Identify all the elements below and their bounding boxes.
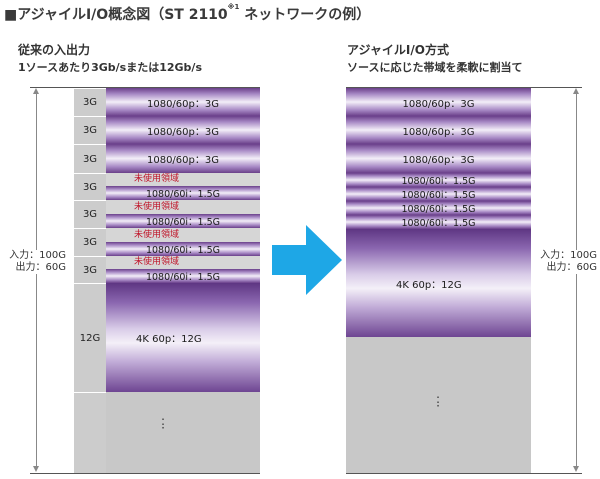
unused-area-label: 未使用領域: [106, 228, 260, 242]
left-dots-extra: ·: [161, 421, 165, 435]
right-band-area: 1080/60p：3G 1080/60p：3G 1080/60p：3G 1080…: [346, 88, 531, 473]
left-heading: 従来の入出力: [18, 43, 91, 57]
left-subheading: 1ソースあたり3Gb/sまたは12Gb/s: [18, 61, 203, 74]
left-band: 1080/60i：1.5G: [106, 242, 260, 256]
left-band: 1080/60i：1.5G: [106, 269, 260, 283]
title-main: ■アジャイルI/O概念図（ST 2110: [4, 7, 228, 23]
left-band-4k: 4K 60p：12G: [106, 283, 260, 392]
right-axis-line: [576, 94, 577, 466]
right-more-indicator: : ·: [433, 392, 443, 413]
slot-capacity: 3G: [74, 200, 106, 228]
left-top-line: [30, 87, 260, 88]
unused-area-label: 未使用領域: [106, 173, 260, 186]
unused-area-label: 未使用領域: [106, 200, 260, 214]
right-band: 1080/60i：1.5G: [346, 173, 531, 187]
right-io-labels: 入力：100G 出力：60G: [533, 250, 597, 274]
capacity-column: 3G 3G 3G 3G 3G 3G 3G 12G: [74, 88, 106, 473]
slot-capacity: 3G: [74, 144, 106, 173]
left-free-area: [106, 392, 260, 473]
slot-capacity: 3G: [74, 116, 106, 144]
left-band: 1080/60p：3G: [106, 144, 260, 173]
left-bottom-line: [30, 473, 260, 474]
arrow-shape: [272, 225, 342, 295]
right-band-4k: 4K 60p：12G: [346, 229, 531, 337]
slot-capacity: 3G: [74, 228, 106, 256]
right-input-label: 入力：100G: [540, 250, 597, 261]
right-dots-extra: ·: [436, 399, 440, 413]
slot-capacity: 3G: [74, 256, 106, 283]
right-output-label: 出力：60G: [546, 262, 597, 273]
left-band: 1080/60p：3G: [106, 116, 260, 144]
left-band: 1080/60i：1.5G: [106, 214, 260, 228]
left-more-indicator: : ·: [158, 414, 168, 435]
right-band: 1080/60i：1.5G: [346, 187, 531, 201]
left-band-area: 1080/60p：3G 1080/60p：3G 1080/60p：3G 未使用領…: [106, 88, 260, 473]
left-input-label: 入力：100G: [9, 250, 66, 261]
right-band: 1080/60p：3G: [346, 88, 531, 116]
left-output-label: 出力：60G: [15, 262, 66, 273]
left-arrow-down-icon: [33, 466, 39, 472]
left-band: 1080/60i：1.5G: [106, 186, 260, 200]
slot-capacity-empty: [74, 392, 106, 473]
right-subheading: ソースに応じた帯域を柔軟に割当て: [347, 61, 523, 74]
right-heading: アジャイルI/O方式: [347, 43, 449, 57]
right-band: 1080/60i：1.5G: [346, 201, 531, 215]
right-band: 1080/60p：3G: [346, 116, 531, 144]
right-band: 1080/60i：1.5G: [346, 215, 531, 229]
right-arrow-up-icon: [573, 88, 579, 94]
transition-arrow-icon: [272, 225, 342, 295]
right-band: 1080/60p：3G: [346, 144, 531, 173]
title-footnote-mark: ※1: [227, 3, 240, 11]
left-io-labels: 入力：100G 出力：60G: [0, 250, 66, 274]
right-bottom-line: [346, 473, 582, 474]
left-axis-line: [36, 94, 37, 466]
unused-area-label: 未使用領域: [106, 256, 260, 269]
right-arrow-down-icon: [573, 466, 579, 472]
right-dots-text: :: [435, 392, 441, 406]
left-arrow-up-icon: [33, 88, 39, 94]
diagram-title: ■アジャイルI/O概念図（ST 2110※1 ネットワークの例）: [4, 3, 371, 24]
right-top-line: [346, 87, 582, 88]
title-tail: ネットワークの例）: [239, 7, 371, 23]
slot-capacity: 12G: [74, 283, 106, 392]
slot-capacity: 3G: [74, 173, 106, 200]
left-band: 1080/60p：3G: [106, 88, 260, 116]
left-dots-text: :: [160, 414, 166, 428]
right-free-area: [346, 337, 531, 473]
slot-capacity: 3G: [74, 88, 106, 116]
